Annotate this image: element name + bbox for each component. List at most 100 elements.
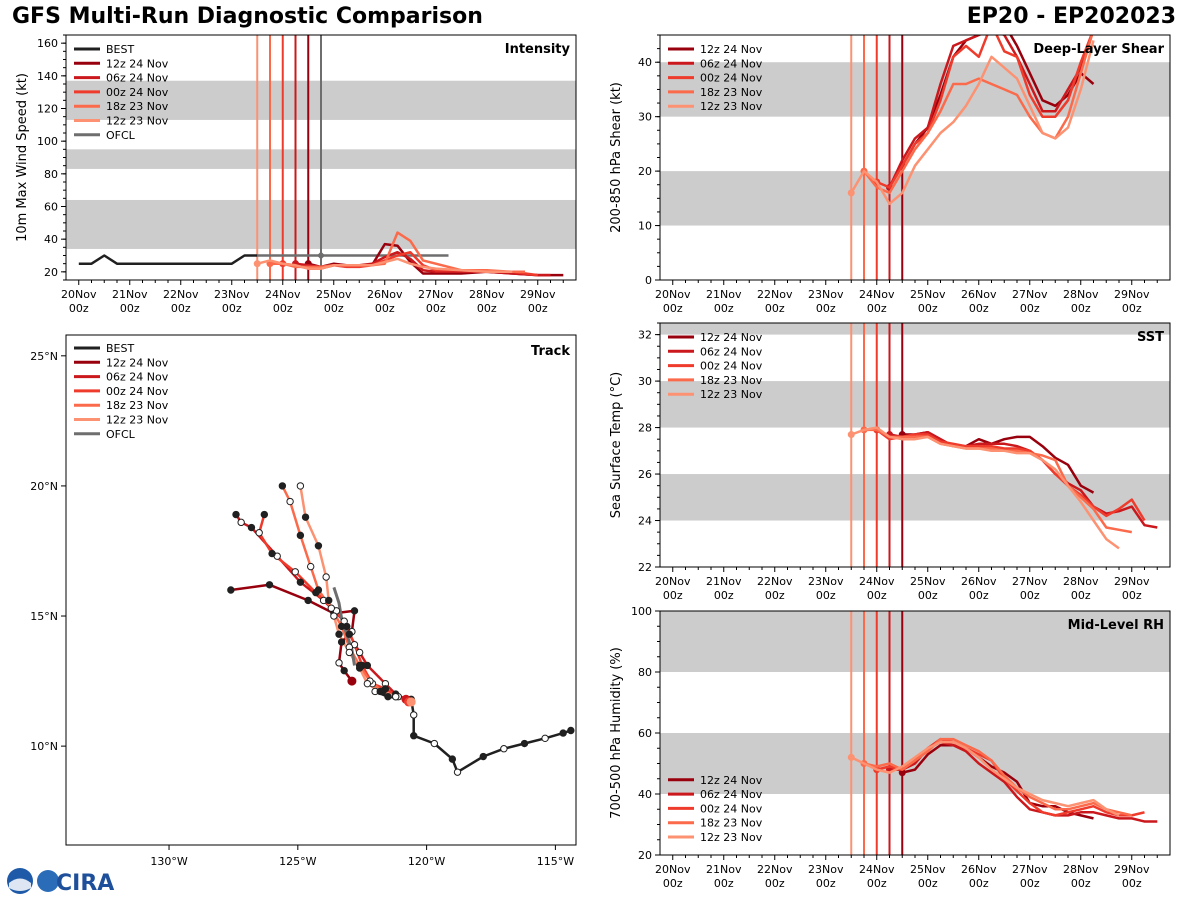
track-point-06z-24-nov xyxy=(247,523,256,532)
plot-area xyxy=(227,482,575,776)
legend-entry-12z-23-nov: 12z 23 Nov xyxy=(700,100,763,113)
track-point-best xyxy=(559,729,567,737)
x-tick-label: 25Nov xyxy=(910,575,946,588)
x-tick-label: 00z xyxy=(663,302,683,315)
track-point-12z-23-nov xyxy=(296,482,305,490)
series-line-12z-23-nov xyxy=(850,426,1120,550)
track-map: 130°W 125°W 120°W 115°W 10°N 15°N 20°N 25°N Trac… xyxy=(30,334,577,868)
lat-tick-label: 15°N xyxy=(30,610,58,623)
x-tick-label: 00z xyxy=(528,302,548,315)
x-tick-label: 20Nov xyxy=(61,288,97,301)
x-tick-label: 20Nov xyxy=(655,863,691,876)
track-point-06z-24-nov xyxy=(355,648,364,657)
y-tick-label: 20 xyxy=(44,266,58,279)
x-tick-label: 00z xyxy=(969,302,989,315)
track-point-12z-24-nov xyxy=(340,666,348,675)
legend-entry-ofcl: OFCL xyxy=(106,129,136,142)
track-point-best xyxy=(500,745,508,753)
track-point-12z-23-nov xyxy=(391,692,400,701)
legend-entry-00z-24-nov: 00z 24 Nov xyxy=(106,86,169,99)
x-tick-label: 22Nov xyxy=(163,288,199,301)
x-tick-label: 00z xyxy=(816,302,836,315)
y-tick-label: 30 xyxy=(638,375,652,388)
series-line-12z-23-nov xyxy=(256,257,513,274)
cira-wordmark: CIRA xyxy=(56,871,114,896)
y-axis-label: Sea Surface Temp (°C) xyxy=(609,372,624,519)
x-tick-label: 24Nov xyxy=(265,288,301,301)
x-tick-label: 24Nov xyxy=(859,575,895,588)
x-tick-label: 00z xyxy=(1122,877,1142,890)
track-point-18z-23-nov xyxy=(296,531,305,540)
x-tick-label: 00z xyxy=(969,589,989,602)
track-point-12z-24-nov xyxy=(337,638,346,646)
y-tick-label: 20 xyxy=(638,849,652,862)
lon-tick-label: 130°W xyxy=(150,855,187,868)
y-tick-label: 40 xyxy=(44,233,58,246)
y-tick-label: 40 xyxy=(638,788,652,801)
legend-entry-00z-24-nov: 00z 24 Nov xyxy=(700,360,763,373)
series-line-12z-23-nov xyxy=(850,40,1095,206)
x-tick-label: 22Nov xyxy=(757,863,793,876)
legend-entry-best: BEST xyxy=(106,43,134,56)
x-tick-label: 00z xyxy=(1071,589,1091,602)
x-tick-label: 00z xyxy=(273,302,293,315)
y-tick-label: 30 xyxy=(638,111,652,124)
x-tick-label: 00z xyxy=(765,589,785,602)
track-point-best xyxy=(410,711,418,719)
x-tick-label: 00z xyxy=(1122,589,1142,602)
x-tick-label: 22Nov xyxy=(757,575,793,588)
y-tick-label: 24 xyxy=(638,515,652,528)
x-tick-label: 00z xyxy=(714,589,734,602)
x-tick-label: 00z xyxy=(765,302,785,315)
legend-entry-06z-24-nov: 06z 24 Nov xyxy=(700,345,763,358)
init-point-12z-24-nov xyxy=(898,769,906,777)
track-point-12z-23-nov xyxy=(363,679,372,688)
track-point-12z-24-nov xyxy=(335,659,343,667)
threshold-band xyxy=(660,611,1170,672)
x-tick-label: 00z xyxy=(867,589,887,602)
legend-entry-18z-23-nov: 18z 23 Nov xyxy=(106,100,169,113)
figure-title: GFS Multi-Run Diagnostic Comparison xyxy=(12,4,483,29)
track-point-12z-23-nov xyxy=(345,648,354,657)
legend-entry-18z-23-nov: 18z 23 Nov xyxy=(700,817,763,830)
x-tick-label: 00z xyxy=(375,302,395,315)
track-point-06z-24-nov xyxy=(345,630,354,638)
threshold-band xyxy=(660,171,1170,226)
x-tick-label: 23Nov xyxy=(214,288,250,301)
y-tick-label: 28 xyxy=(638,422,652,435)
x-tick-label: 27Nov xyxy=(1012,575,1048,588)
y-tick-label: 22 xyxy=(638,561,652,574)
init-point-12z-23-nov xyxy=(847,753,855,761)
x-tick-label: 25Nov xyxy=(910,288,946,301)
track-point-best xyxy=(541,734,549,743)
legend-entry-06z-24-nov: 06z 24 Nov xyxy=(106,371,169,384)
track-point-18z-23-nov xyxy=(286,497,294,506)
y-tick-label: 60 xyxy=(638,727,652,740)
lat-tick-label: 10°N xyxy=(30,740,58,753)
ofcl-marker xyxy=(317,251,325,260)
track-point-12z-24-nov xyxy=(350,607,359,615)
init-point-12z-23-nov xyxy=(847,189,855,197)
track-point-12z-23-nov xyxy=(355,664,364,672)
legend-entry-12z-24-nov: 12z 24 Nov xyxy=(106,356,169,369)
y-tick-label: 26 xyxy=(638,468,652,481)
threshold-band xyxy=(660,474,1170,521)
x-tick-label: 00z xyxy=(918,877,938,890)
x-tick-label: 00z xyxy=(426,302,446,315)
lon-tick-label: 125°W xyxy=(279,855,316,868)
rh-chart: 20Nov00z21Nov00z22Nov00z23Nov00z24Nov00z… xyxy=(609,605,1171,890)
x-tick-label: 28Nov xyxy=(1063,288,1099,301)
x-tick-label: 29Nov xyxy=(1114,288,1150,301)
x-tick-label: 00z xyxy=(324,302,344,315)
legend-entry-12z-24-nov: 12z 24 Nov xyxy=(700,43,763,56)
series-line-06z-24-nov xyxy=(888,35,1094,188)
threshold-band xyxy=(660,323,1170,335)
legend-entry-18z-23-nov: 18z 23 Nov xyxy=(106,399,169,412)
legend-entry-12z-24-nov: 12z 24 Nov xyxy=(700,774,763,787)
x-tick-label: 26Nov xyxy=(961,288,997,301)
lon-tick-label: 120°W xyxy=(408,855,445,868)
track-point-12z-24-nov xyxy=(265,581,274,589)
track-point-18z-23-nov xyxy=(306,562,315,571)
legend-entry-18z-23-nov: 18z 23 Nov xyxy=(700,86,763,99)
